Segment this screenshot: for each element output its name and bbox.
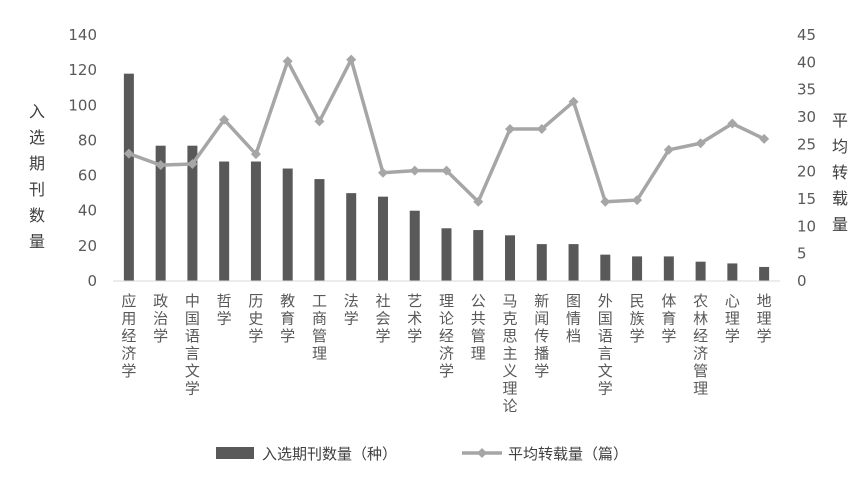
y-tick-label: 0	[87, 272, 97, 290]
category-label: 地理学	[757, 292, 772, 345]
line-point	[250, 149, 261, 160]
category-label: 历史学	[248, 292, 263, 345]
category-label: 理论经济学	[439, 292, 454, 380]
bar	[632, 256, 643, 281]
legend-bar-swatch	[216, 447, 254, 459]
legend: 入选期刊数量（种） 平均转载量（篇）	[216, 445, 628, 463]
y-tick-label: 120	[68, 61, 97, 79]
bar	[441, 228, 452, 281]
bar	[155, 145, 166, 281]
line-point	[409, 165, 420, 176]
category-label: 社会学	[375, 292, 390, 345]
category-labels: 应用经济学 政治学 中国语言文学 哲学 历史学 教育学 工商管理 法学 社会学 艺术学 理论经济学 公…	[121, 292, 771, 415]
y-tick-label: 100	[68, 96, 97, 114]
line-point	[505, 124, 516, 135]
category-label: 外国语言文学	[598, 292, 613, 398]
right-axis-ticks: 0 5 10 15 20 25 30 35 40 45	[797, 26, 816, 290]
y2-tick-label: 35	[797, 81, 816, 99]
line-point	[727, 118, 738, 129]
line-point	[695, 138, 706, 149]
bar	[250, 161, 261, 281]
category-label: 教育学	[280, 292, 295, 345]
category-label: 农林经济管理	[693, 292, 708, 398]
y2-tick-label: 30	[797, 108, 816, 126]
legend-line-marker	[477, 448, 487, 458]
y2-tick-label: 20	[797, 163, 816, 181]
category-label: 马克思主义理论	[503, 292, 518, 415]
category-label: 法学	[344, 292, 359, 328]
y-tick-label: 20	[78, 237, 97, 255]
y2-tick-label: 10	[797, 217, 816, 235]
category-label: 民族学	[630, 292, 645, 345]
line-point	[473, 196, 484, 207]
line-point	[759, 133, 770, 144]
bar	[663, 256, 674, 281]
category-label: 图情档	[566, 292, 581, 345]
y2-tick-label: 40	[797, 53, 816, 71]
line-series	[123, 54, 770, 207]
bar	[346, 193, 357, 281]
category-label: 艺术学	[407, 292, 422, 345]
line-point	[187, 159, 198, 170]
y-tick-label: 60	[78, 167, 97, 185]
legend-line-label: 平均转载量（篇）	[508, 445, 628, 463]
bar	[695, 261, 706, 281]
line-point	[600, 196, 611, 207]
left-axis-ticks: 0 20 40 60 80 100 120 140	[68, 26, 97, 290]
line-point	[441, 165, 452, 176]
y2-tick-label: 15	[797, 190, 816, 208]
y2-axis-title: 平均转载量	[832, 111, 848, 234]
line-point	[314, 116, 325, 127]
line-point	[123, 148, 134, 159]
y2-tick-label: 0	[797, 272, 807, 290]
y2-tick-label: 25	[797, 135, 816, 153]
bar	[568, 244, 579, 281]
category-label: 中国语言文学	[185, 292, 200, 398]
line-point	[568, 96, 579, 107]
bar	[314, 179, 325, 281]
bar	[536, 244, 547, 281]
y-axis-title: 入选期刊数量	[29, 102, 45, 251]
bar	[187, 145, 198, 281]
line-point	[155, 160, 166, 171]
bar	[727, 263, 738, 281]
bar	[123, 73, 134, 282]
category-label: 应用经济学	[121, 292, 136, 380]
y2-tick-label: 5	[797, 245, 807, 263]
category-label: 公共管理	[471, 292, 486, 363]
y2-tick-label: 45	[797, 26, 816, 44]
category-label: 新闻传播学	[534, 292, 549, 380]
category-label: 工商管理	[312, 292, 327, 363]
line-point	[536, 124, 547, 135]
y-tick-label: 140	[68, 26, 97, 44]
bar	[505, 235, 516, 281]
legend-bar-label: 入选期刊数量（种）	[262, 445, 397, 463]
bar	[600, 254, 611, 281]
line-point	[282, 56, 293, 67]
bar	[409, 210, 420, 281]
line-point	[632, 195, 643, 206]
line-point	[346, 54, 357, 65]
category-label: 心理学	[725, 292, 740, 345]
y-tick-label: 80	[78, 131, 97, 149]
bar	[759, 266, 770, 281]
y-axis-title-text: 入选期刊数量	[29, 102, 45, 251]
bar-series	[123, 73, 770, 282]
bar	[377, 196, 388, 281]
bar	[473, 230, 484, 281]
line-point	[377, 167, 388, 178]
line-point	[663, 144, 674, 155]
category-label: 体育学	[661, 292, 676, 345]
line-point	[219, 114, 230, 125]
category-label: 哲学	[217, 292, 232, 328]
y-tick-label: 40	[78, 202, 97, 220]
bar	[219, 161, 230, 281]
bar	[282, 168, 293, 281]
category-label: 政治学	[153, 292, 168, 345]
y2-axis-title-text: 平均转载量	[832, 111, 848, 234]
